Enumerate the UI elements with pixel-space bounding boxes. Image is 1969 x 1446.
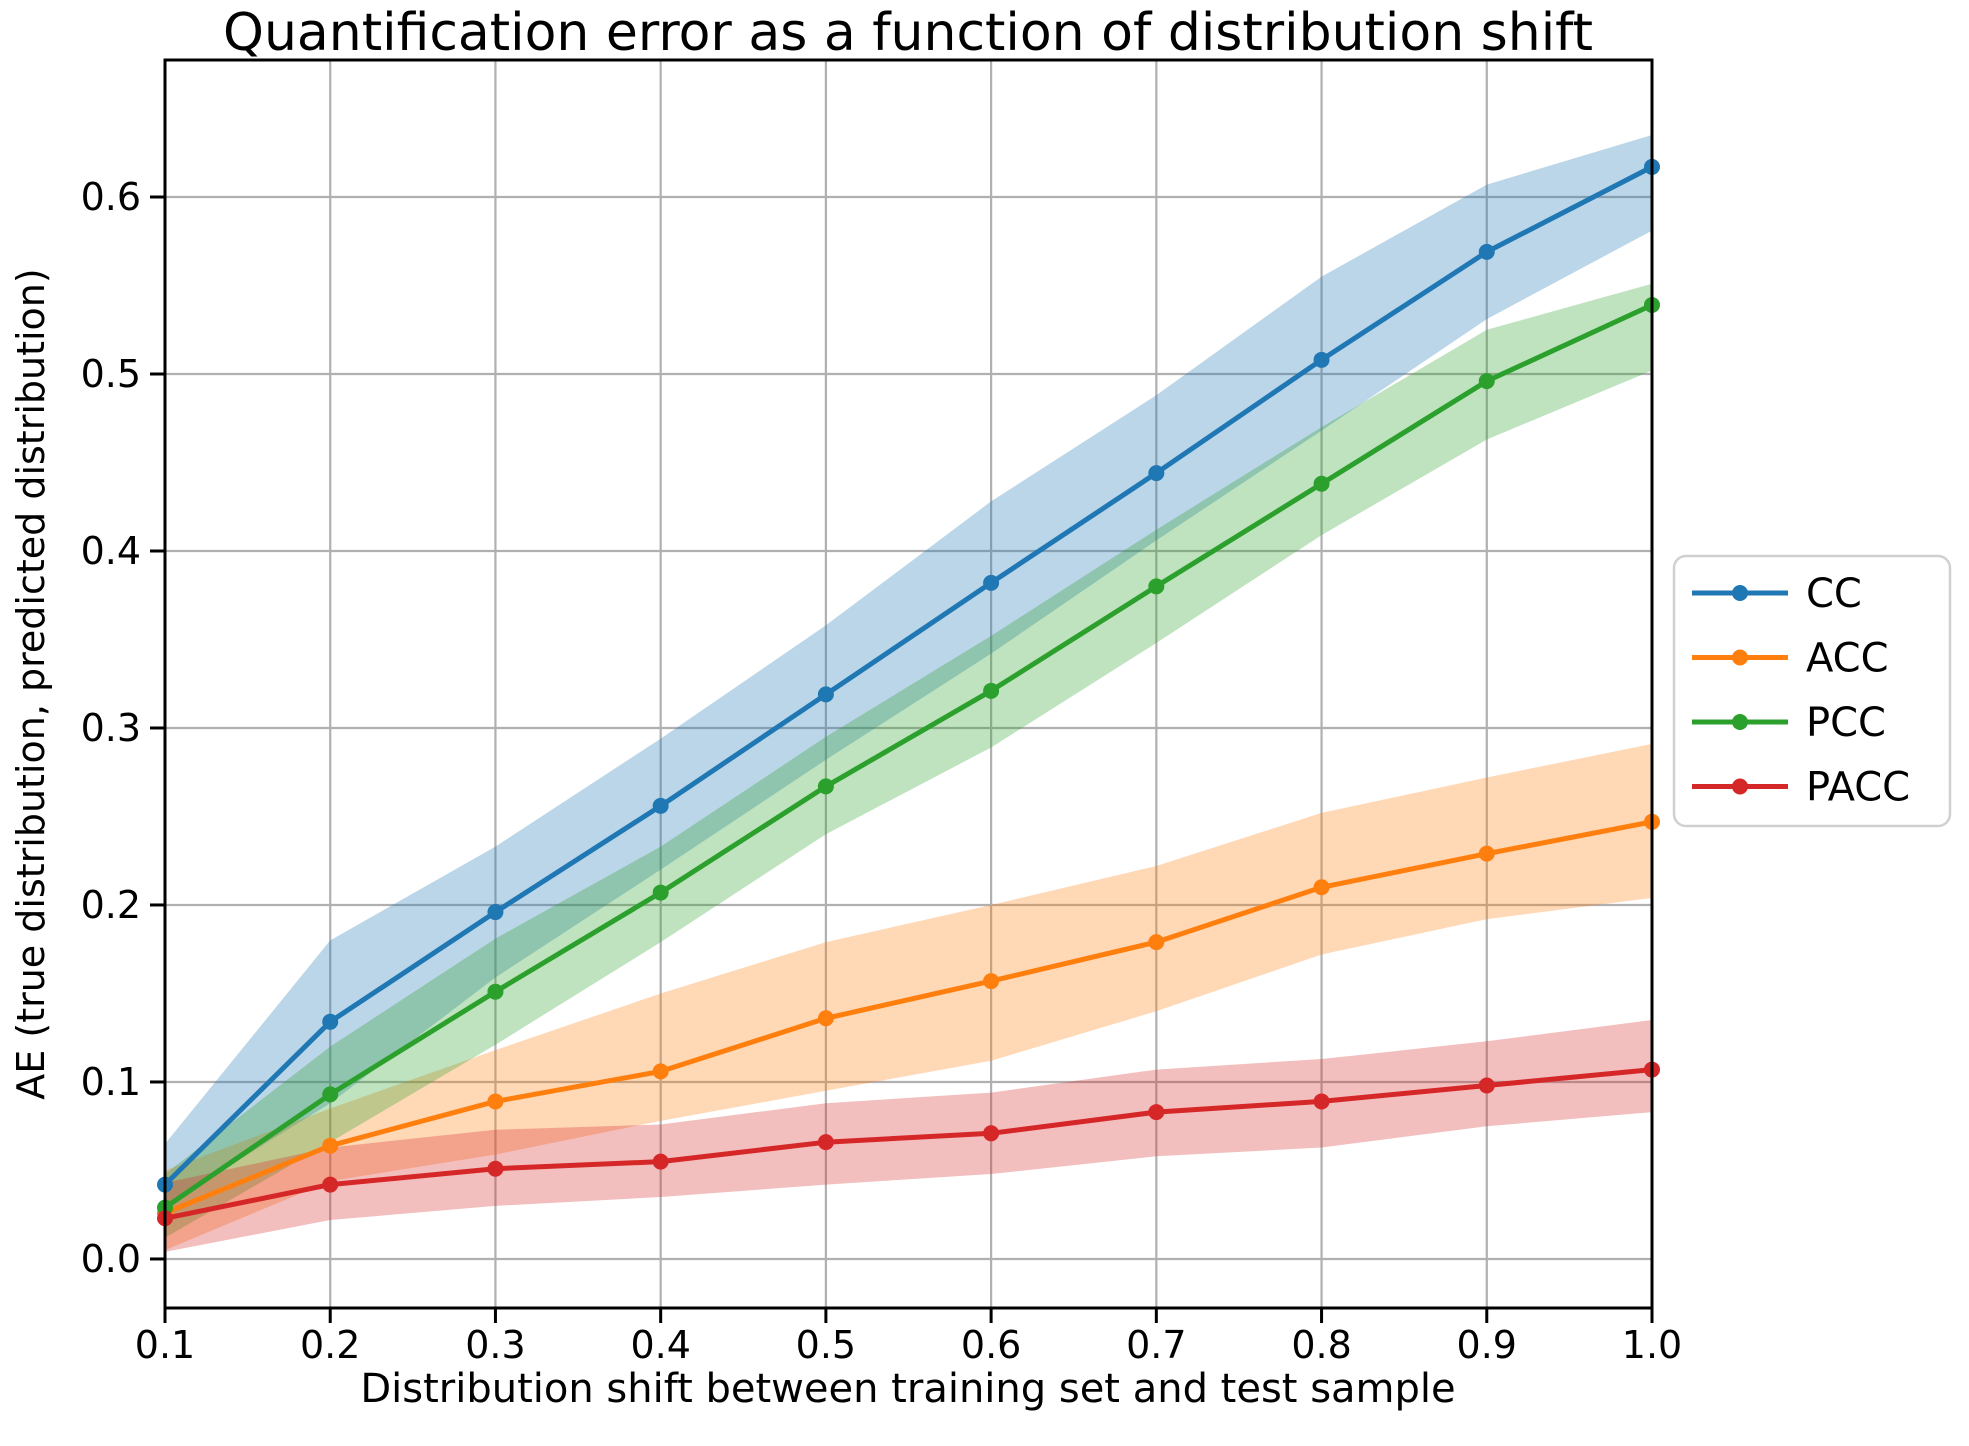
x-axis-label: Distribution shift between training set … <box>360 1366 1455 1412</box>
pacc-marker <box>322 1176 339 1193</box>
x-tick-label: 0.4 <box>630 1323 690 1367</box>
legend-marker-sample <box>1732 778 1748 795</box>
legend-item-pcc: PCC <box>1692 700 1886 746</box>
legend-marker-sample <box>1732 649 1748 666</box>
y-tick-label: 0.0 <box>81 1237 141 1281</box>
legend-label: CC <box>1806 571 1862 617</box>
pacc-marker <box>652 1153 669 1170</box>
pacc-marker <box>487 1160 504 1177</box>
acc-marker <box>487 1093 504 1110</box>
acc-marker <box>322 1137 339 1154</box>
pacc-marker <box>983 1125 1000 1142</box>
confidence-bands <box>165 135 1652 1252</box>
acc-marker <box>817 1010 834 1027</box>
x-tick-label: 0.7 <box>1126 1323 1186 1367</box>
pcc-marker <box>1478 373 1495 390</box>
legend-marker-sample <box>1732 585 1748 601</box>
legend-item-pacc: PACC <box>1692 765 1910 811</box>
acc-band <box>165 743 1652 1251</box>
pacc-marker <box>1313 1093 1330 1110</box>
pcc-marker <box>817 778 834 795</box>
legend-marker-sample <box>1732 714 1748 730</box>
cc-marker <box>652 797 669 814</box>
acc-marker <box>1478 845 1495 862</box>
cc-line <box>163 164 1654 1187</box>
legend-item-cc: CC <box>1692 571 1862 617</box>
y-axis-label: AE (true distribution, predicted distrib… <box>9 268 53 1099</box>
pacc-marker <box>817 1134 834 1151</box>
legend-label: ACC <box>1806 636 1889 682</box>
cc-marker <box>983 574 1000 591</box>
cc-marker <box>1478 243 1495 260</box>
pcc-band <box>165 283 1652 1238</box>
x-axis-ticks: 0.1 0.2 0.3 0.4 0.5 0.6 0.7 0.8 0.9 1.0 <box>135 1308 1682 1367</box>
x-tick-label: 0.2 <box>300 1323 360 1367</box>
cc-marker <box>1148 465 1165 482</box>
pcc-marker <box>1148 578 1165 595</box>
x-tick-label: 0.3 <box>465 1323 525 1367</box>
cc-marker <box>1313 351 1330 368</box>
pcc-line <box>163 302 1654 1210</box>
acc-marker <box>1148 934 1165 951</box>
acc-marker <box>983 973 1000 990</box>
x-tick-label: 0.5 <box>796 1323 856 1367</box>
x-tick-label: 0.6 <box>961 1323 1021 1367</box>
y-tick-label: 0.2 <box>81 883 141 927</box>
acc-marker <box>652 1063 669 1080</box>
pacc-marker <box>1478 1077 1495 1094</box>
y-tick-label: 0.3 <box>81 706 141 750</box>
acc-marker <box>1313 879 1330 896</box>
y-tick-label: 0.5 <box>81 352 141 396</box>
legend: CC ACC PCC PACC <box>1672 554 1952 828</box>
x-tick-label: 0.1 <box>135 1323 195 1367</box>
pacc-line <box>164 1067 1653 1221</box>
x-tick-label: 0.8 <box>1291 1323 1351 1367</box>
pcc-marker <box>983 682 1000 699</box>
chart-title: Quantification error as a function of di… <box>223 3 1593 63</box>
legend-box <box>1672 554 1952 828</box>
y-tick-label: 0.1 <box>81 1060 141 1104</box>
legend-item-acc: ACC <box>1692 636 1889 682</box>
cc-band <box>165 135 1652 1206</box>
x-tick-label: 0.9 <box>1457 1323 1517 1367</box>
cc-marker <box>487 904 504 921</box>
y-axis-ticks: 0.0 0.1 0.2 0.3 0.4 0.5 0.6 <box>81 175 165 1281</box>
series-lines <box>157 158 1660 1227</box>
y-tick-label: 0.4 <box>81 529 141 573</box>
pacc-marker <box>1148 1104 1165 1121</box>
legend-label: PCC <box>1806 700 1886 746</box>
pcc-marker <box>487 983 504 1000</box>
acc-line <box>164 819 1653 1216</box>
x-tick-label: 1.0 <box>1622 1323 1682 1367</box>
legend-label: PACC <box>1806 765 1910 811</box>
plot-border <box>163 58 1654 1310</box>
pcc-marker <box>322 1086 339 1103</box>
cc-marker <box>322 1013 339 1030</box>
pcc-marker <box>652 884 669 901</box>
y-tick-label: 0.6 <box>81 175 141 219</box>
cc-marker <box>817 686 834 703</box>
pcc-marker <box>1313 475 1330 492</box>
